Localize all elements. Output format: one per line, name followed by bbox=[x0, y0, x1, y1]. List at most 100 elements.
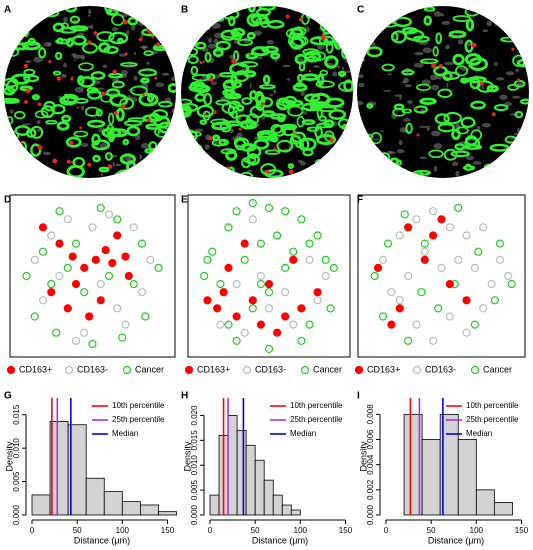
legend-label: Median bbox=[466, 429, 492, 438]
tissue-green bbox=[239, 119, 258, 130]
x-tick-label: 50 bbox=[427, 526, 436, 535]
tissue-gray bbox=[406, 100, 413, 104]
tissue-gray bbox=[466, 42, 472, 47]
bar bbox=[67, 424, 87, 516]
point bbox=[445, 223, 454, 232]
tissue-gray bbox=[171, 39, 176, 44]
tissue-green bbox=[469, 77, 482, 90]
tissue-gray bbox=[16, 23, 20, 26]
tissue-green bbox=[519, 161, 529, 171]
tissue-green bbox=[336, 12, 353, 18]
tissue-gray bbox=[429, 74, 438, 81]
tissue-green bbox=[181, 52, 188, 60]
tissue-green bbox=[69, 15, 81, 24]
point bbox=[216, 320, 225, 329]
point bbox=[38, 296, 48, 305]
point bbox=[63, 215, 72, 224]
bar bbox=[227, 415, 238, 516]
tissue-green bbox=[366, 103, 374, 109]
point bbox=[313, 296, 322, 305]
tissue-gray bbox=[132, 169, 141, 174]
tissue-red bbox=[25, 88, 31, 94]
tissue-green bbox=[311, 6, 319, 16]
tissue-gray bbox=[348, 141, 352, 147]
tissue-red bbox=[511, 47, 515, 51]
tissue-gray bbox=[5, 33, 14, 39]
x-tick-label: 0 bbox=[208, 526, 213, 535]
tissue-green bbox=[31, 94, 40, 101]
tissue-green bbox=[234, 138, 247, 151]
tissue-gray bbox=[419, 156, 427, 160]
tissue-green bbox=[116, 37, 124, 44]
y-tick-label: 0.010 bbox=[12, 438, 21, 459]
tissue-gray bbox=[362, 155, 371, 160]
tissue-green bbox=[160, 156, 176, 167]
point bbox=[104, 210, 114, 219]
tissue-red bbox=[23, 63, 28, 68]
tissue-green bbox=[295, 141, 305, 149]
tissue-green bbox=[132, 166, 140, 174]
point bbox=[404, 336, 413, 345]
tissue-green bbox=[141, 6, 159, 19]
tissue-red bbox=[471, 42, 477, 48]
point bbox=[104, 271, 114, 281]
tissue-red bbox=[123, 19, 128, 25]
tissue-gray bbox=[80, 142, 89, 148]
tissue-gray bbox=[87, 25, 91, 29]
point bbox=[281, 263, 290, 272]
tissue-green bbox=[224, 92, 242, 100]
point bbox=[378, 312, 388, 321]
tissue-gray bbox=[13, 6, 21, 8]
legend-label: Cancer bbox=[313, 364, 342, 374]
tissue-green bbox=[298, 61, 306, 72]
tissue-gray bbox=[505, 6, 513, 8]
tissue-gray bbox=[4, 162, 7, 166]
point bbox=[462, 328, 471, 337]
tissue-red bbox=[357, 131, 360, 136]
tissue-gray bbox=[433, 11, 442, 17]
point bbox=[129, 223, 138, 232]
tissue-gray bbox=[152, 23, 158, 29]
point bbox=[22, 271, 31, 281]
tissue-gray bbox=[286, 78, 291, 81]
point bbox=[80, 288, 89, 297]
tissue-gray bbox=[482, 29, 489, 33]
tissue-green bbox=[330, 163, 343, 174]
tissue-green bbox=[23, 74, 40, 83]
tissue-green bbox=[143, 15, 154, 26]
tissue-red bbox=[209, 77, 214, 82]
point bbox=[240, 328, 249, 337]
tissue-green bbox=[338, 70, 347, 77]
tissue-green bbox=[243, 156, 257, 164]
tissue-green bbox=[14, 110, 26, 120]
tissue-green bbox=[231, 31, 243, 41]
tissue-gray bbox=[505, 71, 515, 76]
point bbox=[437, 263, 446, 272]
tissue-gray bbox=[357, 61, 362, 67]
tissue-gray bbox=[452, 161, 459, 167]
point bbox=[395, 304, 404, 313]
tissue-gray bbox=[130, 25, 136, 31]
legend-label: Median bbox=[112, 429, 138, 438]
tissue-gray bbox=[345, 148, 353, 155]
point bbox=[387, 288, 396, 297]
tissue-gray bbox=[165, 141, 174, 146]
tissue-green bbox=[116, 169, 135, 178]
tissue-red bbox=[184, 49, 188, 52]
point bbox=[232, 207, 241, 216]
tissue-gray bbox=[494, 23, 498, 27]
tissue-gray bbox=[31, 17, 36, 22]
point bbox=[264, 288, 274, 297]
tissue-red bbox=[522, 6, 528, 10]
tissue-green bbox=[451, 128, 461, 141]
tissue-red bbox=[347, 127, 352, 132]
tissue-gray bbox=[508, 149, 512, 154]
tissue-red bbox=[359, 22, 363, 27]
y-tick-label: 0.000 bbox=[12, 504, 21, 525]
tissue-green bbox=[225, 150, 238, 161]
tissue-red bbox=[146, 28, 152, 34]
legend-marker bbox=[122, 365, 132, 375]
tissue-red bbox=[431, 63, 437, 69]
tissue-red bbox=[517, 78, 521, 82]
tissue-red bbox=[293, 132, 296, 135]
